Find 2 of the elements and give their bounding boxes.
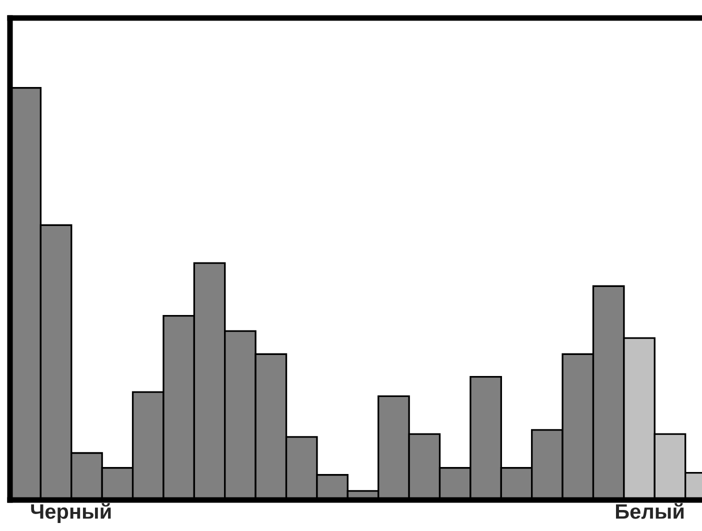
text: Белый	[616, 503, 684, 519]
text: Черный	[31, 503, 111, 523]
